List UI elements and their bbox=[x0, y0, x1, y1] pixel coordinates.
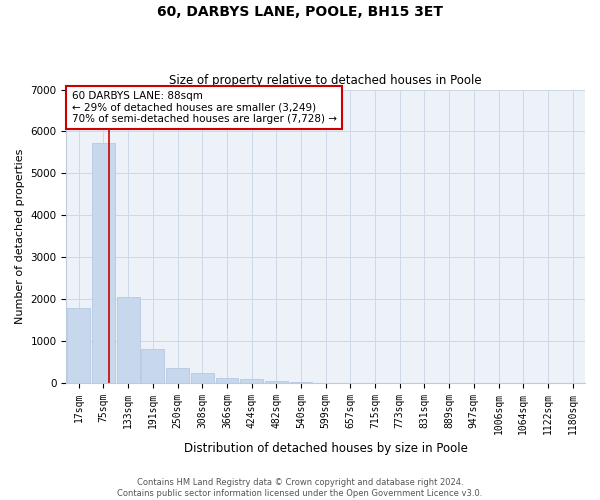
Bar bbox=[240, 380, 263, 383]
Bar bbox=[265, 381, 287, 383]
Bar bbox=[92, 143, 115, 383]
Text: 60, DARBYS LANE, POOLE, BH15 3ET: 60, DARBYS LANE, POOLE, BH15 3ET bbox=[157, 5, 443, 19]
Bar bbox=[215, 378, 238, 383]
Bar bbox=[142, 350, 164, 383]
Title: Size of property relative to detached houses in Poole: Size of property relative to detached ho… bbox=[169, 74, 482, 87]
Text: Contains HM Land Registry data © Crown copyright and database right 2024.
Contai: Contains HM Land Registry data © Crown c… bbox=[118, 478, 482, 498]
Text: 60 DARBYS LANE: 88sqm
← 29% of detached houses are smaller (3,249)
70% of semi-d: 60 DARBYS LANE: 88sqm ← 29% of detached … bbox=[71, 91, 337, 124]
Bar bbox=[117, 297, 140, 383]
Y-axis label: Number of detached properties: Number of detached properties bbox=[15, 148, 25, 324]
Bar bbox=[191, 373, 214, 383]
Bar bbox=[67, 308, 90, 383]
Bar bbox=[290, 382, 313, 383]
Bar bbox=[166, 368, 189, 383]
X-axis label: Distribution of detached houses by size in Poole: Distribution of detached houses by size … bbox=[184, 442, 467, 455]
